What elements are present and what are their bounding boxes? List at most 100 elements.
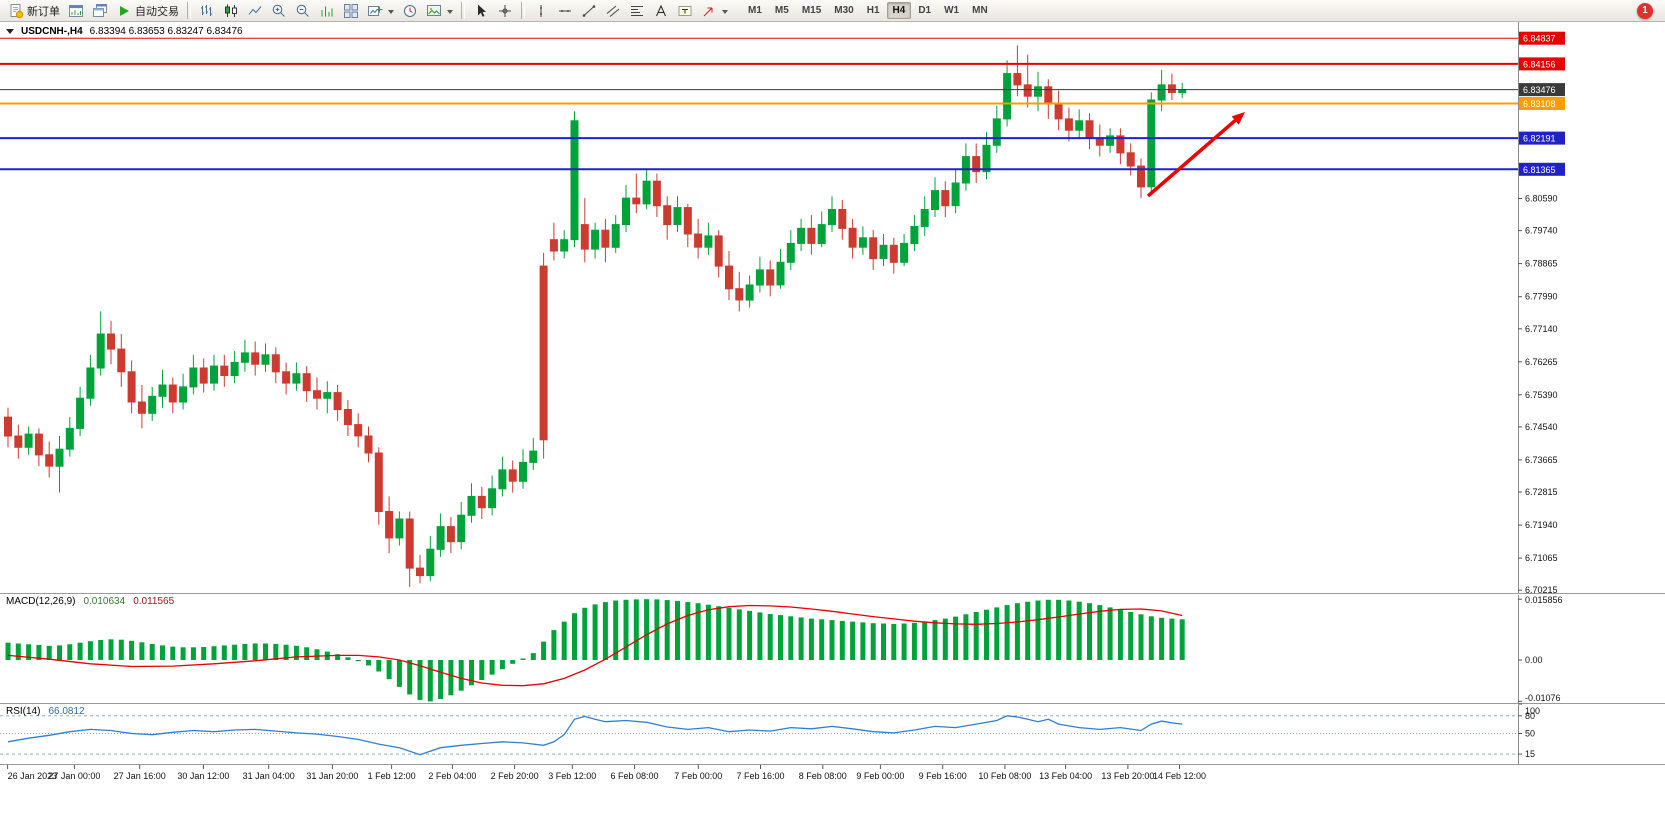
timeframe-m15[interactable]: M15 [801, 5, 822, 16]
svg-text:13 Feb 20:00: 13 Feb 20:00 [1101, 771, 1154, 781]
svg-text:26 Jan 2023: 26 Jan 2023 [8, 771, 58, 781]
timeframe-m30[interactable]: M30 [834, 5, 854, 16]
vertical-line-tool-button[interactable] [529, 1, 553, 21]
svg-text:100: 100 [1525, 706, 1540, 716]
tile-windows-icon [344, 3, 358, 18]
svg-text:6.71940: 6.71940 [1525, 520, 1558, 530]
timeframe-mn[interactable]: MN [972, 5, 988, 16]
horizontal-line-icon [559, 9, 571, 12]
svg-text:14 Feb 12:00: 14 Feb 12:00 [1153, 771, 1206, 781]
timeframe-w1[interactable]: W1 [944, 5, 960, 16]
svg-text:7 Feb 16:00: 7 Feb 16:00 [736, 771, 784, 781]
autotrading-button[interactable]: 自动交易 [112, 1, 183, 21]
charts-window-button[interactable] [64, 1, 88, 21]
trend-arrow[interactable] [1146, 112, 1245, 198]
price-axis[interactable]: 6.80590 6.79740 6.78865 6.77990 6.77140 6.762… [1518, 22, 1565, 764]
svg-text:10 Feb 08:00: 10 Feb 08:00 [978, 771, 1031, 781]
main-toolbar: 新订单 自动交易 [0, 0, 1665, 22]
svg-text:6.74540: 6.74540 [1525, 422, 1558, 432]
rsi-label: RSI(14) 66.0812 [6, 706, 85, 717]
svg-text:27 Jan 16:00: 27 Jan 16:00 [114, 771, 166, 781]
zoom-in-button[interactable] [267, 1, 291, 21]
svg-text:27 Jan 00:00: 27 Jan 00:00 [48, 771, 100, 781]
svg-text:0.015856: 0.015856 [1525, 595, 1563, 605]
notification-badge[interactable]: 1 [1637, 2, 1653, 19]
bar-chart-icon [201, 4, 212, 16]
svg-text:6.82191: 6.82191 [1523, 134, 1556, 144]
templates-button[interactable] [422, 1, 457, 21]
macd-main-value: 0.010634 [83, 596, 126, 607]
chart-ohlc-values: 6.83394 6.83653 6.83247 6.83476 [89, 26, 243, 37]
svg-text:80: 80 [1525, 711, 1535, 721]
label-tool-button[interactable] [673, 1, 697, 21]
timeframe-d1[interactable]: D1 [918, 5, 932, 16]
svg-text:8 Feb 08:00: 8 Feb 08:00 [799, 771, 847, 781]
cascade-windows-icon [93, 3, 107, 17]
horizontal-level-lines[interactable] [0, 37, 1518, 171]
timeframe-m5[interactable]: M5 [774, 5, 789, 16]
notification-count: 1 [1642, 5, 1648, 16]
macd-name: MACD(12,26,9) [6, 596, 76, 607]
timeframe-m1[interactable]: M1 [748, 5, 762, 16]
rsi-value: 66.0812 [48, 706, 85, 717]
chart-window[interactable]: 6.80590 6.79740 6.78865 6.77990 6.77140 6.762… [0, 22, 1665, 835]
svg-text:6.84156: 6.84156 [1523, 59, 1556, 69]
zoom-out-button[interactable] [291, 1, 315, 21]
timeframe-h1[interactable]: H1 [866, 5, 880, 16]
candlestick-mode-button[interactable] [219, 1, 243, 21]
new-order-button[interactable]: 新订单 [4, 1, 64, 21]
svg-text:2 Feb 04:00: 2 Feb 04:00 [428, 771, 476, 781]
arrows-tool-button[interactable] [697, 1, 732, 21]
svg-text:6.72815: 6.72815 [1525, 487, 1558, 497]
trendline-tool-button[interactable] [577, 1, 601, 21]
profiles-window-button[interactable] [88, 1, 112, 21]
svg-text:6 Feb 08:00: 6 Feb 08:00 [610, 771, 658, 781]
arrow-shape-icon [703, 7, 713, 16]
text-label-icon [678, 5, 692, 16]
tile-windows-button[interactable] [339, 1, 363, 21]
macd-panel: 0.015856 0.00 -0.01076 [5, 595, 1563, 703]
crosshair-icon [499, 4, 511, 17]
horizontal-line-tool-button[interactable] [553, 1, 577, 21]
cursor-tool-button[interactable] [469, 1, 493, 21]
trendline-icon [582, 4, 596, 17]
svg-text:-0.01076: -0.01076 [1525, 693, 1561, 703]
chart-dropdown-icon[interactable] [6, 29, 14, 38]
svg-text:30 Jan 12:00: 30 Jan 12:00 [177, 771, 229, 781]
text-a-icon [656, 4, 666, 16]
svg-text:50: 50 [1525, 729, 1535, 739]
text-tool-button[interactable] [649, 1, 673, 21]
svg-text:6.76265: 6.76265 [1525, 357, 1558, 367]
fibonacci-tool-button[interactable] [625, 1, 649, 21]
line-chart-mode-button[interactable] [243, 1, 267, 21]
bar-chart-mode-button[interactable] [195, 1, 219, 21]
svg-text:6.78865: 6.78865 [1525, 259, 1558, 269]
svg-text:6.80590: 6.80590 [1525, 194, 1558, 204]
crosshair-tool-button[interactable] [493, 1, 517, 21]
svg-text:0.00: 0.00 [1525, 655, 1543, 665]
indicators-button[interactable] [315, 1, 339, 21]
svg-text:1 Feb 12:00: 1 Feb 12:00 [368, 771, 416, 781]
svg-text:15: 15 [1525, 749, 1535, 759]
toolbar-separator [461, 2, 465, 19]
candlesticks [4, 45, 1187, 587]
chart-canvas[interactable]: 6.80590 6.79740 6.78865 6.77990 6.77140 6.762… [0, 22, 1665, 835]
svg-text:7 Feb 00:00: 7 Feb 00:00 [674, 771, 722, 781]
new-chart-button[interactable] [363, 1, 398, 21]
svg-text:6.81365: 6.81365 [1523, 165, 1556, 175]
svg-text:31 Jan 04:00: 31 Jan 04:00 [243, 771, 295, 781]
timeframe-h4[interactable]: H4 [886, 2, 912, 19]
vertical-line-icon [540, 4, 542, 17]
autotrading-label: 自动交易 [135, 5, 179, 18]
period-button[interactable] [398, 1, 422, 21]
svg-text:9 Feb 00:00: 9 Feb 00:00 [856, 771, 904, 781]
svg-text:6.77990: 6.77990 [1525, 292, 1558, 302]
line-chart-icon [248, 5, 262, 15]
channel-tool-button[interactable] [601, 1, 625, 21]
zoom-in-icon [272, 4, 285, 17]
svg-text:6.73665: 6.73665 [1525, 455, 1558, 465]
clock-icon [404, 4, 416, 17]
toolbar-separator [187, 2, 191, 19]
chart-window-icon [69, 4, 83, 17]
